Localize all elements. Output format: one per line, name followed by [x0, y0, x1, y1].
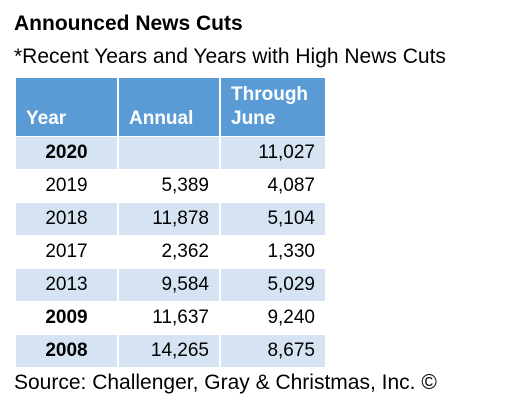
table-row: 2008 14,265 8,675: [16, 333, 325, 367]
table-header-row: Year Annual Through June: [16, 78, 325, 136]
table-subtitle: *Recent Years and Years with High News C…: [14, 45, 446, 68]
cell-through-june: 8,675: [220, 333, 325, 367]
table-row: 2013 9,584 5,029: [16, 267, 325, 301]
cell-year: 2017: [16, 234, 119, 268]
header-year: Year: [16, 78, 119, 136]
cell-through-june: 5,104: [220, 201, 325, 235]
cell-through-june: 4,087: [220, 168, 325, 202]
header-annual: Annual: [118, 78, 221, 136]
cell-year: 2018: [16, 201, 119, 235]
header-through-june: Through June: [220, 78, 325, 136]
cell-year: 2013: [16, 267, 119, 301]
cell-annual: 9,584: [118, 267, 221, 301]
table-title: Announced News Cuts: [14, 12, 243, 35]
table-row: 2009 11,637 9,240: [16, 300, 325, 334]
source-note: Source: Challenger, Gray & Christmas, In…: [14, 371, 437, 394]
table-row: 2020 11,027: [16, 135, 325, 169]
cell-annual: 5,389: [118, 168, 221, 202]
cell-annual: 2,362: [118, 234, 221, 268]
cell-year: 2009: [16, 300, 119, 334]
cell-through-june: 1,330: [220, 234, 325, 268]
cell-annual: [118, 135, 221, 169]
cell-through-june: 11,027: [220, 135, 325, 169]
cell-annual: 14,265: [118, 333, 221, 367]
news-cuts-table: Year Annual Through June 2020 11,027 2019…: [16, 78, 325, 367]
cell-annual: 11,637: [118, 300, 221, 334]
cell-through-june: 5,029: [220, 267, 325, 301]
cell-year: 2019: [16, 168, 119, 202]
cell-annual: 11,878: [118, 201, 221, 235]
table-row: 2017 2,362 1,330: [16, 234, 325, 268]
cell-year: 2020: [16, 135, 119, 169]
table-row: 2019 5,389 4,087: [16, 168, 325, 202]
cell-through-june: 9,240: [220, 300, 325, 334]
cell-year: 2008: [16, 333, 119, 367]
table-row: 2018 11,878 5,104: [16, 201, 325, 235]
